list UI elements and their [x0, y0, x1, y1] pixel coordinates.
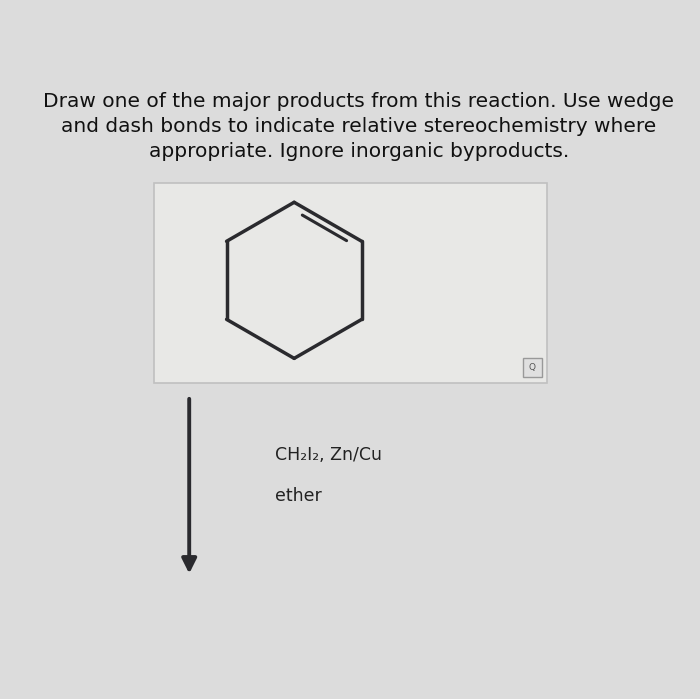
Text: Q: Q — [528, 363, 536, 373]
Text: CH₂I₂, Zn/Cu: CH₂I₂, Zn/Cu — [275, 446, 382, 464]
Text: Draw one of the major products from this reaction. Use wedge
and dash bonds to i: Draw one of the major products from this… — [43, 92, 674, 161]
Bar — [523, 359, 542, 377]
Bar — [154, 183, 547, 382]
Text: ether: ether — [275, 487, 322, 505]
